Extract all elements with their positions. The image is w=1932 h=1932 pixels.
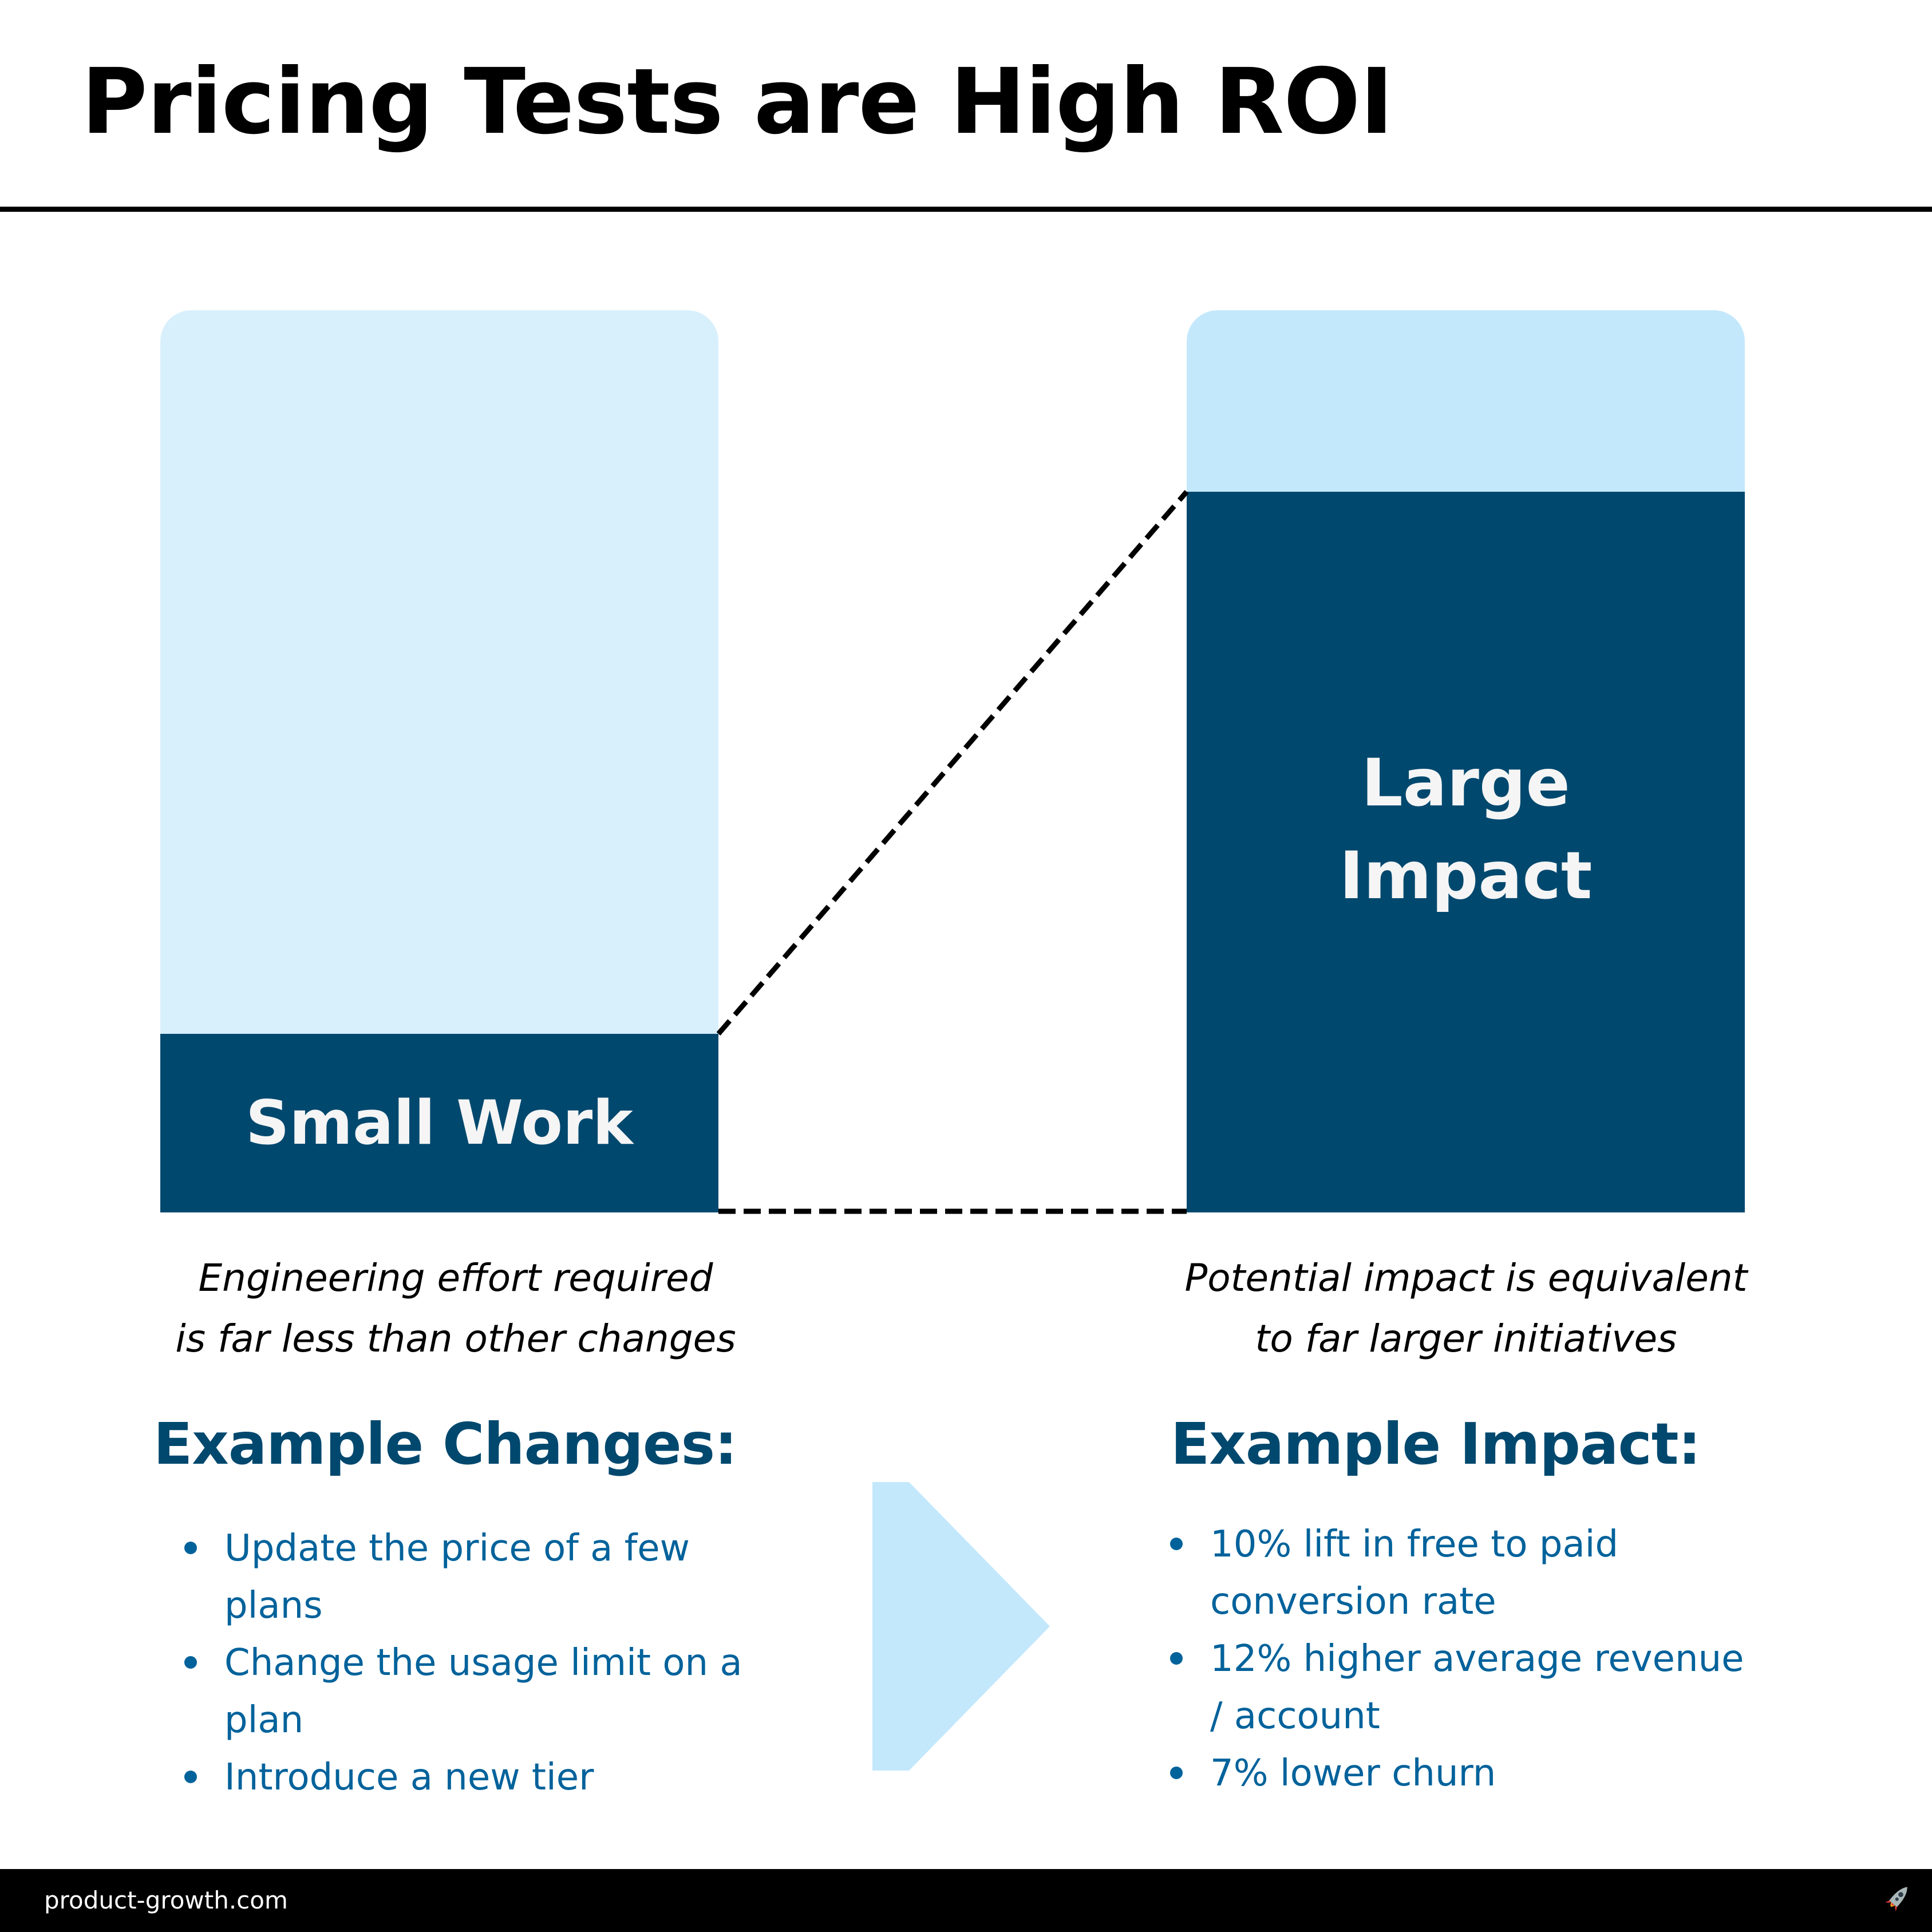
- large-impact-label-line-2: Impact: [1339, 837, 1593, 914]
- bullet-icon: [1170, 1767, 1183, 1779]
- example-changes-list: Update the price of a few plans Change t…: [172, 1520, 773, 1806]
- list-item-text: 12% higher average revenue / account: [1210, 1638, 1744, 1737]
- list-item: 7% lower churn: [1157, 1745, 1759, 1802]
- footer-site-link[interactable]: product-growth.com: [44, 1886, 288, 1914]
- impact-bar-fill: Large Impact: [1187, 492, 1745, 1212]
- bullet-icon: [184, 1771, 197, 1783]
- rocket-icon: [1885, 1887, 1907, 1911]
- impact-bar: Large Impact: [1187, 310, 1745, 1212]
- list-item: 12% higher average revenue / account: [1157, 1630, 1759, 1745]
- chevron-right-arrow-icon: [872, 1482, 1050, 1771]
- example-impact-list: 10% lift in free to paid conversion rate…: [1157, 1516, 1759, 1802]
- list-item-text: 7% lower churn: [1210, 1752, 1496, 1795]
- impact-caption: Potential impact is equivalent to far la…: [1123, 1248, 1809, 1369]
- bullet-icon: [184, 1656, 197, 1669]
- effort-caption-line-2: is far less than other changes: [175, 1317, 736, 1361]
- impact-caption-line-2: to far larger initiatives: [1255, 1317, 1677, 1361]
- impact-caption-line-1: Potential impact is equivalent: [1184, 1256, 1748, 1300]
- example-changes-heading: Example Changes:: [153, 1411, 737, 1477]
- title-divider: [0, 207, 1932, 212]
- page-title: Pricing Tests are High ROI: [81, 49, 1393, 155]
- footer-bar: product-growth.com: [0, 1869, 1932, 1932]
- list-item-text: Update the price of a few plans: [224, 1527, 690, 1627]
- effort-bar-fill: Small Work: [160, 1034, 718, 1212]
- large-impact-label: Large Impact: [1340, 737, 1593, 922]
- effort-bar: Small Work: [160, 310, 718, 1212]
- list-item-text: Change the usage limit on a plan: [224, 1642, 742, 1741]
- bullet-icon: [1170, 1538, 1183, 1550]
- bullet-icon: [1170, 1652, 1183, 1665]
- list-item: 10% lift in free to paid conversion rate: [1157, 1516, 1759, 1630]
- effort-caption: Engineering effort required is far less …: [112, 1248, 799, 1369]
- small-work-label: Small Work: [246, 1088, 633, 1158]
- list-item: Update the price of a few plans: [172, 1520, 773, 1634]
- list-item: Introduce a new tier: [172, 1749, 773, 1806]
- list-item: Change the usage limit on a plan: [172, 1634, 773, 1749]
- bullet-icon: [184, 1542, 197, 1554]
- list-item-text: 10% lift in free to paid conversion rate: [1210, 1523, 1619, 1623]
- large-impact-label-line-1: Large: [1361, 744, 1570, 821]
- effort-caption-line-1: Engineering effort required: [198, 1256, 713, 1300]
- list-item-text: Introduce a new tier: [224, 1756, 594, 1799]
- example-impact-heading: Example Impact:: [1171, 1411, 1701, 1477]
